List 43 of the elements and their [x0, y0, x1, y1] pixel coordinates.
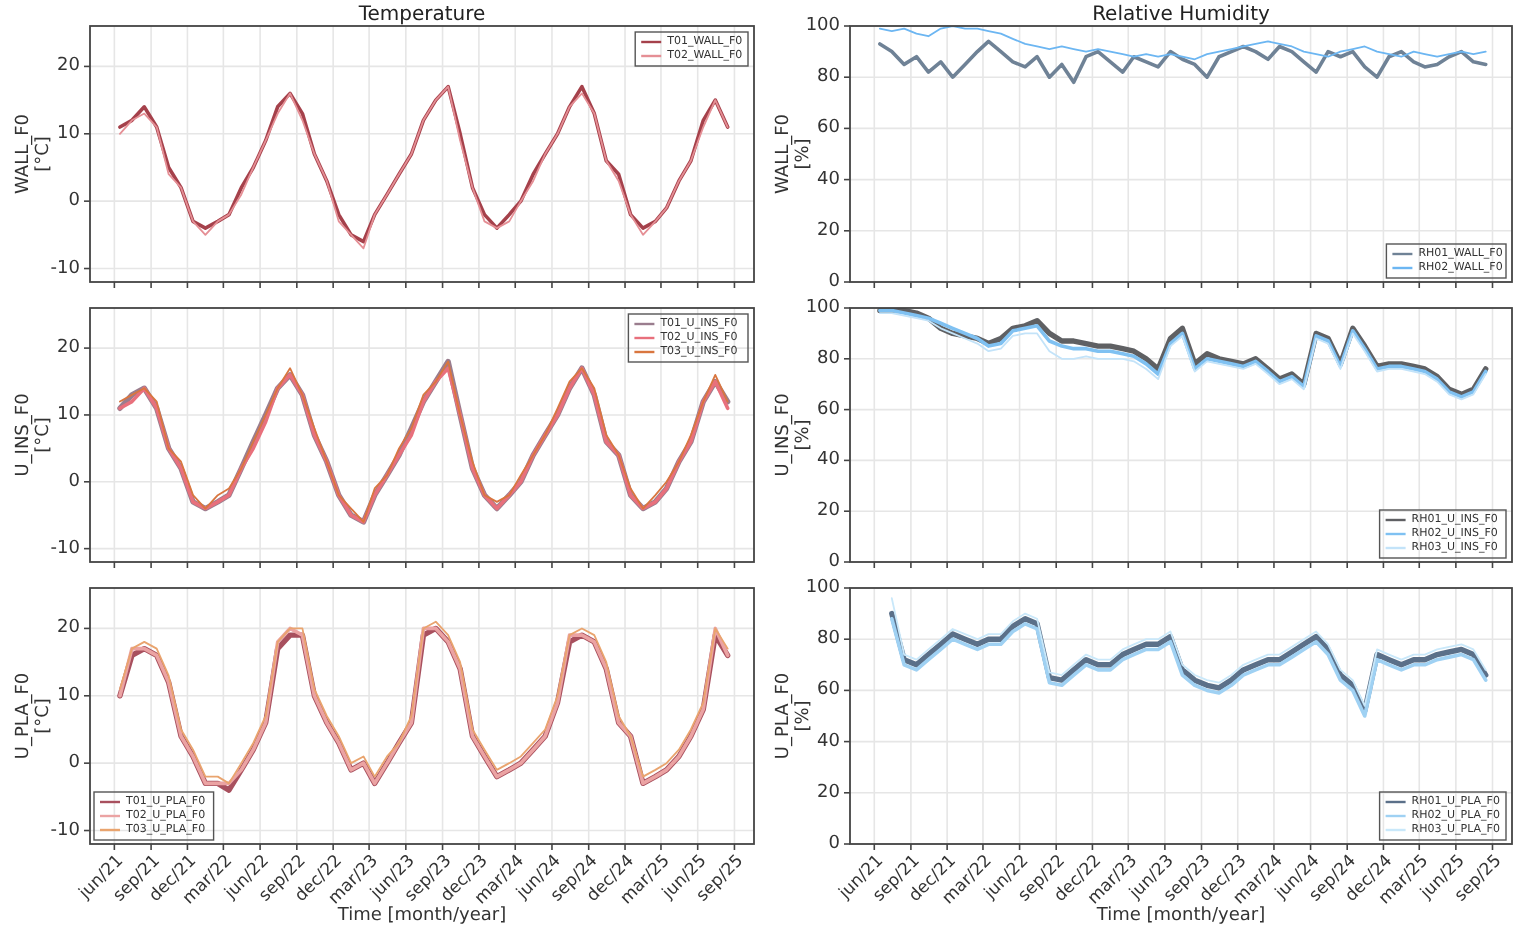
- y-tick-label: 40: [817, 169, 841, 190]
- y-axis-title: U_INS_F0 [%]: [774, 392, 814, 477]
- y-tick-label: 20: [57, 338, 81, 359]
- y-tick-label: 100: [805, 16, 841, 36]
- y-tick-label: 10: [57, 123, 81, 144]
- chart-title: Relative Humidity: [1092, 4, 1270, 26]
- y-tick-label: 60: [817, 680, 841, 701]
- x-axis-title: Time [month/year]: [335, 906, 507, 926]
- x-axis-title: Time [month/year]: [1094, 906, 1266, 926]
- y-tick-label: -10: [50, 820, 81, 841]
- y-tick-label: -10: [50, 538, 81, 559]
- y-tick-label: 10: [57, 404, 81, 425]
- y-tick-label: 0: [68, 471, 81, 492]
- y-tick-label: 100: [805, 298, 841, 318]
- y-tick-label: 0: [828, 272, 841, 292]
- line-series: [878, 39, 1488, 85]
- y-tick-label: 20: [57, 618, 81, 639]
- y-axis-title: WALL_F0 [%]: [774, 113, 814, 194]
- y-tick-label: 20: [817, 220, 841, 241]
- y-tick-label: 60: [817, 118, 841, 139]
- y-tick-label: 60: [817, 399, 841, 420]
- y-tick-label: 80: [817, 67, 841, 88]
- y-tick-label: 80: [817, 629, 841, 650]
- y-tick-label: 100: [805, 578, 841, 598]
- y-tick-label: 80: [817, 348, 841, 369]
- y-axis-title: U_PLA_F0 [%]: [774, 672, 814, 760]
- y-tick-label: 0: [68, 191, 81, 212]
- y-axis-title: U_INS_F0 [°C]: [14, 392, 54, 477]
- y-axis-title: WALL_F0 [°C]: [14, 113, 54, 194]
- y-tick-label: 20: [817, 501, 841, 522]
- chart-title: Temperature: [356, 4, 486, 26]
- y-tick-label: 20: [57, 56, 81, 77]
- y-tick-label: 0: [828, 552, 841, 572]
- line-series: [878, 26, 1487, 61]
- y-tick-label: 0: [68, 753, 81, 774]
- y-tick-label: 40: [817, 450, 841, 471]
- y-tick-label: 10: [57, 685, 81, 706]
- y-tick-label: 20: [817, 782, 841, 803]
- y-tick-label: -10: [50, 258, 81, 279]
- y-tick-label: 0: [828, 834, 841, 854]
- y-axis-title: U_PLA_F0 [°C]: [14, 672, 54, 760]
- y-tick-label: 40: [817, 731, 841, 752]
- line-series: [890, 597, 1487, 707]
